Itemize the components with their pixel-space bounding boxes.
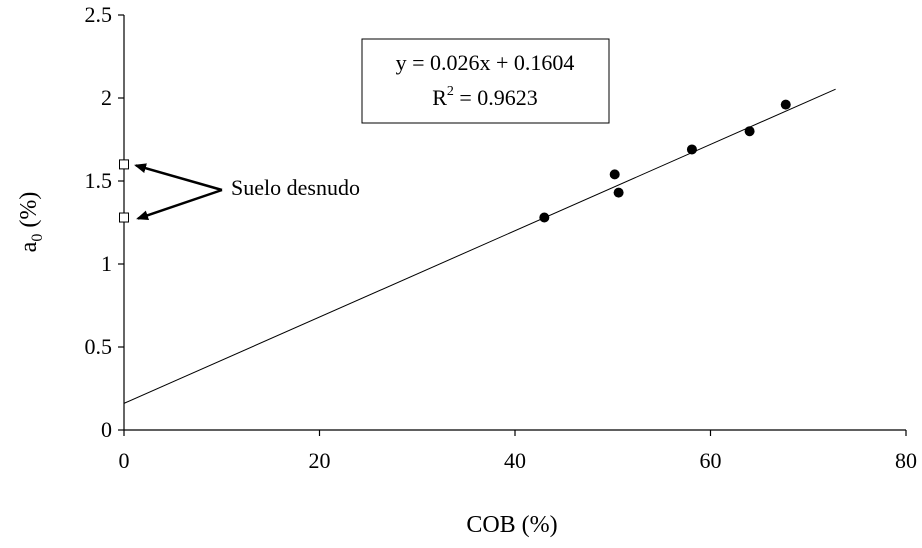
x-tick-label: 60 xyxy=(700,448,722,473)
x-ticks: 0 20 40 60 80 xyxy=(119,430,917,473)
annotation-arrow-bottom xyxy=(136,188,223,221)
equation-box: y = 0.026x + 0.1604 R2 = 0.9623 xyxy=(361,38,610,124)
annotation-arrow-top xyxy=(134,163,223,192)
x-tick-label: 40 xyxy=(504,448,526,473)
x-axis-title: COB (%) xyxy=(466,512,557,538)
bare-soil-point xyxy=(119,159,129,170)
y-ticks: 0 0.5 1 1.5 2 2.5 xyxy=(85,2,124,442)
bare-soil-point xyxy=(119,212,129,223)
x-tick-label: 0 xyxy=(119,448,130,473)
equation-box-frame xyxy=(361,38,610,124)
annotation: Suelo desnudo xyxy=(134,163,360,221)
data-point xyxy=(744,126,755,137)
equation-text: y = 0.026x + 0.1604 xyxy=(396,50,575,75)
y-tick-label: 0 xyxy=(101,417,112,442)
trendline xyxy=(123,88,836,404)
annotation-label: Suelo desnudo xyxy=(231,175,360,200)
x-tick-label: 80 xyxy=(895,448,917,473)
y-tick-label: 1 xyxy=(101,251,112,276)
data-point xyxy=(613,187,624,198)
data-point xyxy=(539,212,550,223)
data-points xyxy=(119,99,791,223)
y-tick-label: 1.5 xyxy=(85,168,113,193)
data-point xyxy=(686,144,697,155)
x-tick-label: 20 xyxy=(309,448,331,473)
y-axis-title: a0 (%) xyxy=(16,192,46,253)
y-tick-label: 2.5 xyxy=(85,2,113,27)
data-point xyxy=(780,99,791,110)
y-tick-label: 2 xyxy=(101,85,112,110)
y-tick-label: 0.5 xyxy=(85,334,113,359)
r-squared-text: R2 = 0.9623 xyxy=(432,84,538,110)
data-point xyxy=(609,169,620,180)
